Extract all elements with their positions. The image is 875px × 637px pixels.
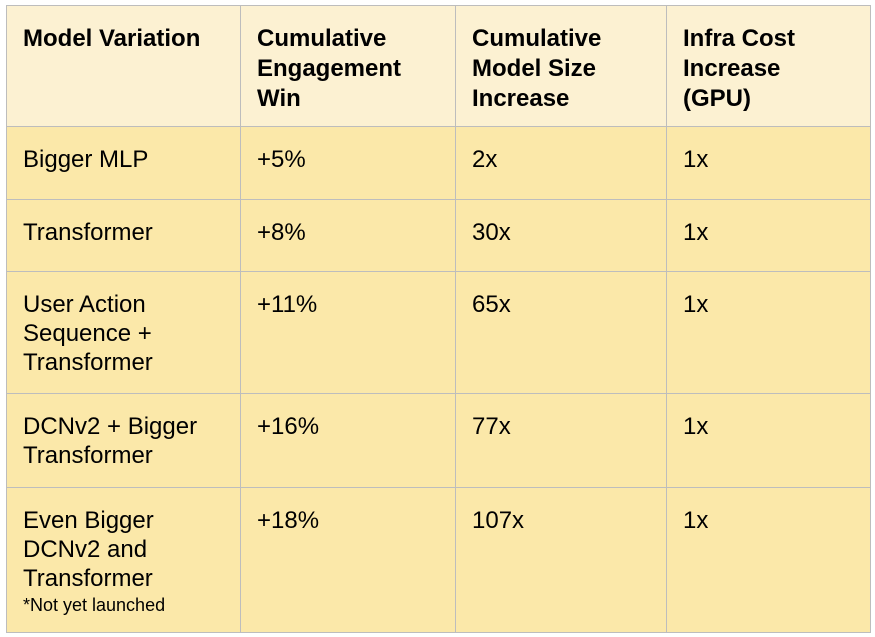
cell-cost: 1x <box>666 393 871 488</box>
header-engagement-win: Cumulative Engagement Win <box>240 5 456 127</box>
cell-size: 77x <box>455 393 667 488</box>
cell-cost: 1x <box>666 199 871 272</box>
cell-model: Transformer <box>6 199 241 272</box>
cell-size: 65x <box>455 271 667 394</box>
cell-engagement: +18% <box>240 487 456 633</box>
cell-cost: 1x <box>666 487 871 633</box>
table-row: Even Bigger DCNv2 and Transformer *Not y… <box>6 487 871 633</box>
cell-size: 107x <box>455 487 667 633</box>
cell-cost: 1x <box>666 271 871 394</box>
header-infra-cost-increase: Infra Cost Increase (GPU) <box>666 5 871 127</box>
header-model-size-increase: Cumulative Model Size Increase <box>455 5 667 127</box>
model-scaling-table: Model Variation Cumulative Engagement Wi… <box>6 5 871 633</box>
cell-engagement: +16% <box>240 393 456 488</box>
cell-model: Bigger MLP <box>6 126 241 200</box>
cell-size: 2x <box>455 126 667 200</box>
cell-engagement: +11% <box>240 271 456 394</box>
cell-model: DCNv2 + Bigger Transformer <box>6 393 241 488</box>
cell-model-label: Even Bigger DCNv2 and Transformer <box>23 507 154 592</box>
cell-model: User Action Sequence + Transformer <box>6 271 241 394</box>
cell-engagement: +5% <box>240 126 456 200</box>
cell-cost: 1x <box>666 126 871 200</box>
not-launched-note: *Not yet launched <box>23 595 166 615</box>
cell-engagement: +8% <box>240 199 456 272</box>
model-scaling-table-container: Model Variation Cumulative Engagement Wi… <box>6 5 871 633</box>
table-row: DCNv2 + Bigger Transformer +16% 77x 1x <box>6 393 871 488</box>
cell-size: 30x <box>455 199 667 272</box>
table-row: Transformer +8% 30x 1x <box>6 199 871 272</box>
table-row: Bigger MLP +5% 2x 1x <box>6 126 871 200</box>
header-row: Model Variation Cumulative Engagement Wi… <box>6 5 871 127</box>
cell-model: Even Bigger DCNv2 and Transformer *Not y… <box>6 487 241 633</box>
table-row: User Action Sequence + Transformer +11% … <box>6 271 871 394</box>
header-model-variation: Model Variation <box>6 5 241 127</box>
